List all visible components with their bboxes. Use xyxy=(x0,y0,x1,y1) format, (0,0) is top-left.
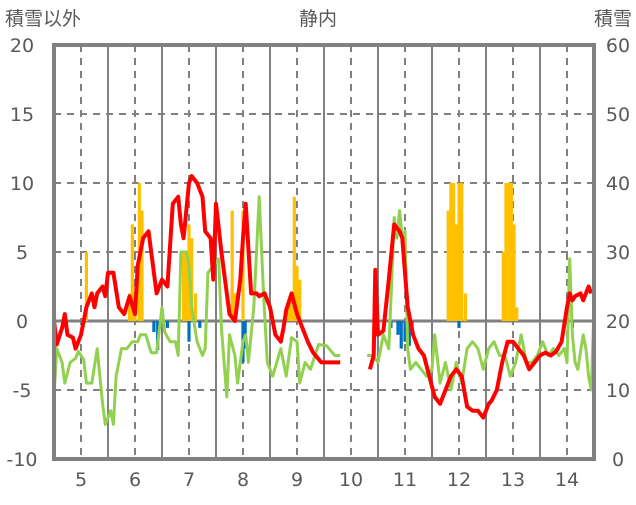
y-tick-label-left: 10 xyxy=(10,173,34,195)
red-series-line xyxy=(52,174,341,365)
y-tick-label-left: -5 xyxy=(13,380,32,402)
chart-title: 静内 xyxy=(299,8,337,30)
blue-bar xyxy=(152,321,156,333)
orange-bar xyxy=(292,196,296,321)
orange-bar xyxy=(452,183,456,321)
right-axis-title: 積雪 xyxy=(594,8,632,30)
x-tick-label: 9 xyxy=(291,469,303,491)
y-tick-label-right: 10 xyxy=(606,380,630,402)
orange-bar xyxy=(515,307,519,321)
orange-bar xyxy=(460,183,464,321)
orange-bar xyxy=(290,293,294,321)
green-series-line xyxy=(52,195,341,426)
x-tick-label: 8 xyxy=(237,469,249,491)
orange-bar xyxy=(130,224,134,321)
blue-bar xyxy=(399,321,403,349)
orange-bar xyxy=(457,183,461,321)
blue-bar xyxy=(407,321,411,346)
y-tick-label-right: 30 xyxy=(606,242,630,264)
blue-bar xyxy=(457,321,461,328)
orange-bar xyxy=(446,210,450,321)
y-tick-label-left: 0 xyxy=(16,311,28,333)
x-tick-label: 10 xyxy=(339,469,363,491)
x-tick-label: 6 xyxy=(129,469,141,491)
plot-frame xyxy=(52,43,596,461)
orange-bar xyxy=(449,183,453,321)
y-tick-label-right: 60 xyxy=(606,35,630,57)
orange-bar xyxy=(507,183,511,321)
orange-bar xyxy=(230,210,234,321)
orange-bar xyxy=(184,252,188,321)
red-series-line xyxy=(367,222,594,420)
x-tick-label: 11 xyxy=(393,469,417,491)
blue-bar xyxy=(198,321,202,328)
orange-bar xyxy=(454,224,458,321)
y-tick-label-left: 5 xyxy=(16,242,28,264)
blue-bar xyxy=(187,321,191,342)
orange-bar xyxy=(504,183,508,321)
orange-bar xyxy=(512,224,516,321)
orange-bar xyxy=(193,293,198,321)
orange-bar xyxy=(140,210,144,321)
orange-bar xyxy=(295,265,299,321)
y-tick-label-right: 0 xyxy=(612,449,624,471)
left-axis-title: 積雪以外 xyxy=(5,8,81,30)
x-tick-label: 12 xyxy=(447,469,471,491)
x-tick-label: 14 xyxy=(555,469,579,491)
orange-bar xyxy=(463,293,468,321)
labels: 積雪以外 静内 積雪 -10 -5 0 5 10 15 20 0 10 20 30 40 50 60 5 6 7… xyxy=(5,8,632,491)
orange-bar xyxy=(182,252,186,321)
y-tick-label-left: 20 xyxy=(10,35,34,57)
y-tick-label-left: 15 xyxy=(10,104,34,126)
orange-bar xyxy=(190,238,194,321)
x-tick-label: 7 xyxy=(183,469,195,491)
orange-bar xyxy=(298,279,302,321)
blue-bar xyxy=(165,321,169,328)
x-tick-label: 13 xyxy=(501,469,525,491)
y-tick-label-right: 50 xyxy=(606,104,630,126)
y-tick-label-left: -10 xyxy=(6,449,37,471)
orange-bar xyxy=(128,293,132,321)
orange-bar xyxy=(509,183,513,321)
blue-bar xyxy=(403,321,407,342)
orange-bar xyxy=(287,300,291,321)
y-tick-label-right: 40 xyxy=(606,173,630,195)
y-tick-label-right: 20 xyxy=(606,311,630,333)
blue-bar xyxy=(396,321,400,335)
orange-bar xyxy=(84,252,88,321)
x-tick-label: 5 xyxy=(75,469,87,491)
orange-bar xyxy=(501,252,505,321)
